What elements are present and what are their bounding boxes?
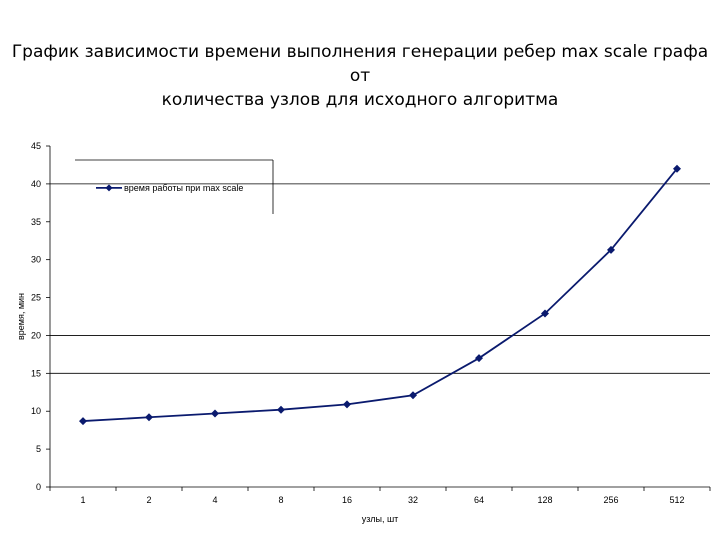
series-group	[79, 164, 681, 426]
x-tick-label: 1	[80, 495, 85, 505]
series-line	[82, 168, 678, 422]
chart-title-line-1: График зависимости времени выполнения ге…	[11, 42, 709, 86]
y-tick-label: 0	[36, 482, 41, 492]
x-tick-labels: 1 2 4 8 16 32 64 128 256 512	[49, 487, 711, 505]
y-tick-label: 20	[31, 330, 41, 340]
data-point-marker	[475, 354, 483, 363]
data-point-marker	[343, 400, 351, 409]
data-point-marker	[277, 405, 285, 414]
data-point-marker	[541, 309, 549, 318]
axes	[49, 146, 710, 488]
x-tick-label: 512	[669, 495, 684, 505]
x-tick-label: 8	[278, 495, 283, 505]
data-point-marker	[145, 413, 153, 422]
x-tick-label: 4	[212, 495, 217, 505]
chart-title: График зависимости времени выполнения ге…	[0, 40, 720, 112]
y-tick-label: 40	[31, 179, 41, 189]
data-point-marker	[79, 417, 87, 426]
chart-title-line-2: количества узлов для исходного алгоритма	[161, 90, 559, 110]
y-tick-label: 30	[31, 255, 41, 265]
x-tick-label: 256	[603, 495, 618, 505]
y-tick-label: 25	[31, 293, 41, 303]
y-tick-labels: 0 5 10 15 20 25 30 35 40 45	[31, 141, 50, 492]
gridlines	[50, 183, 710, 374]
legend-label: время работы при max scale	[124, 183, 243, 193]
data-point-marker	[607, 245, 615, 254]
y-tick-label: 10	[31, 406, 41, 416]
x-tick-label: 2	[146, 495, 151, 505]
x-tick-label: 64	[474, 495, 484, 505]
x-tick-label: 16	[342, 495, 352, 505]
x-axis-title: узлы, шт	[362, 514, 399, 524]
data-point-marker	[409, 391, 417, 400]
y-tick-label: 15	[31, 368, 41, 378]
x-tick-label: 32	[408, 495, 418, 505]
x-tick-label: 128	[537, 495, 552, 505]
y-axis-title: время, мин	[16, 293, 26, 340]
y-tick-label: 5	[36, 444, 41, 454]
legend-swatch-marker	[105, 184, 113, 192]
y-tick-label: 35	[31, 217, 41, 227]
data-point-marker	[211, 409, 219, 418]
data-point-marker	[673, 164, 681, 173]
legend: время работы при max scale	[75, 159, 274, 214]
y-tick-label: 45	[31, 141, 41, 151]
